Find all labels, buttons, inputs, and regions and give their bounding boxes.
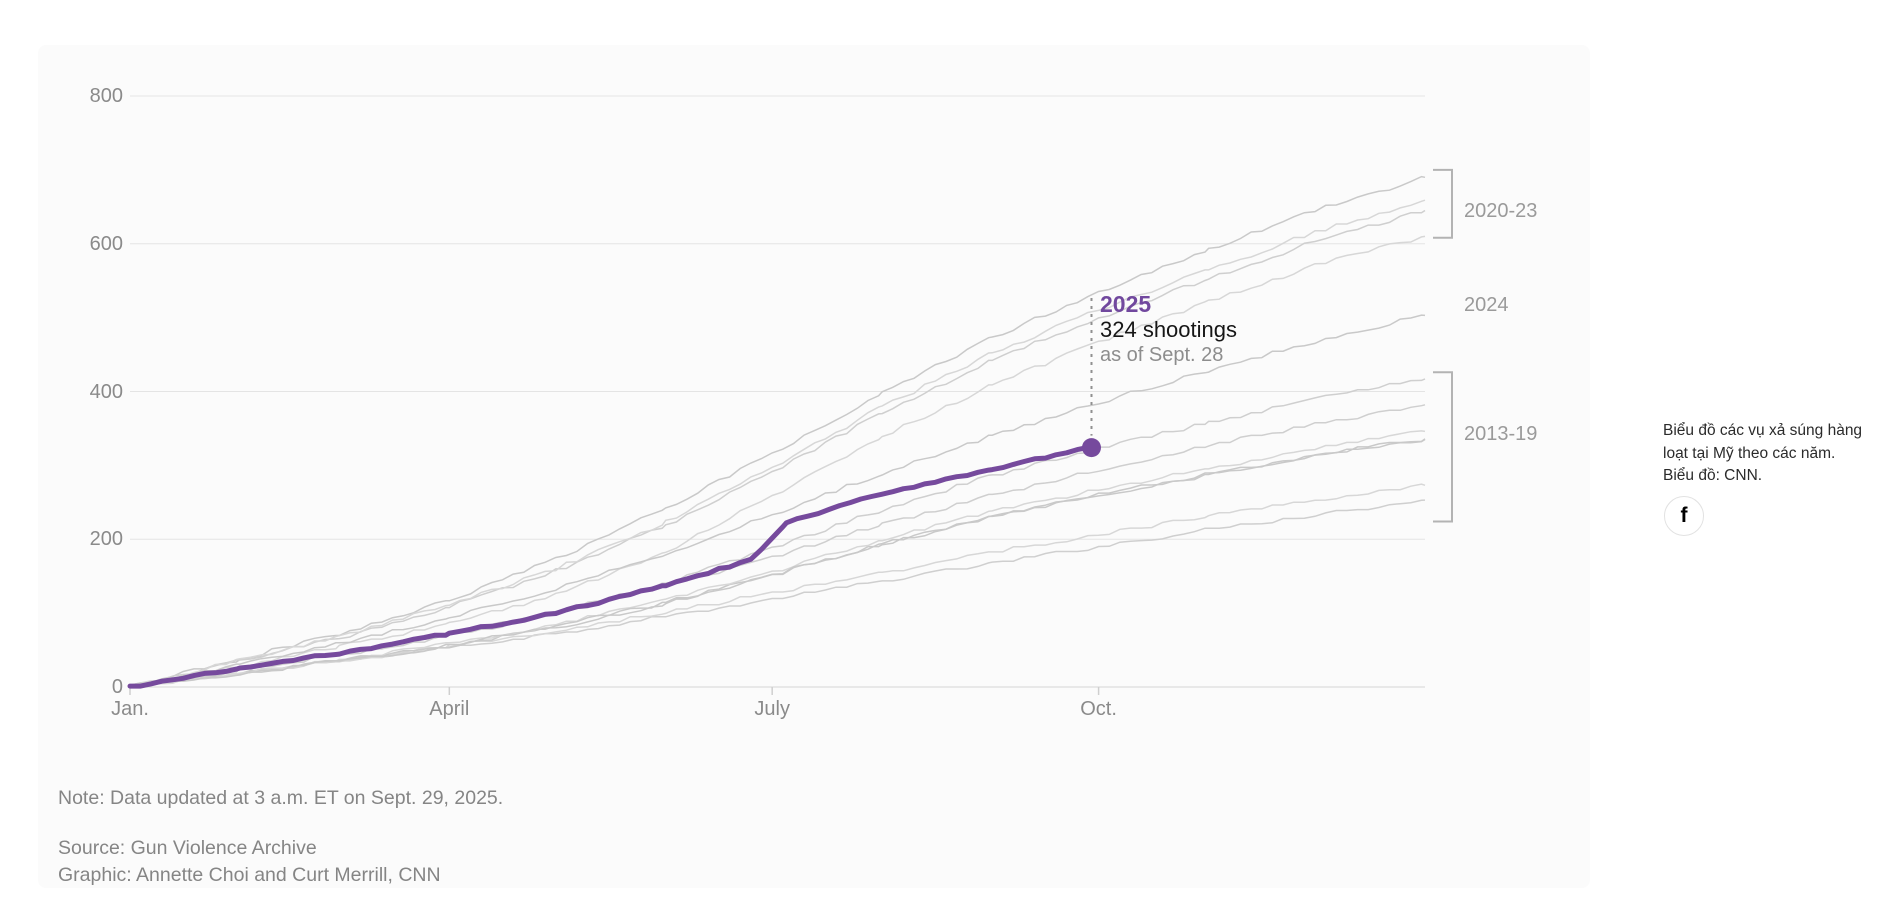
- group-label-2013-19: 2013-19: [1464, 423, 1538, 446]
- bracket-2020-23: [1433, 168, 1453, 239]
- series-line-2013: [129, 499, 1426, 688]
- series-line-2025: [127, 445, 1094, 689]
- figure-caption: Biểu đồ các vụ xả súng hàng loạt tại Mỹ …: [1663, 422, 1863, 484]
- group-label-2020-23: 2020-23: [1464, 199, 1538, 222]
- y-axis-label-800: 800: [89, 85, 123, 107]
- credit-text: Graphic: Annette Choi and Curt Merrill, …: [58, 864, 441, 886]
- y-axis-label-400: 400: [89, 380, 123, 403]
- x-axis-label-April: April: [429, 698, 470, 720]
- x-axis-label-Oct.: Oct.: [1080, 698, 1117, 720]
- series-line-2024: [129, 314, 1426, 686]
- facebook-icon: f: [1680, 503, 1688, 527]
- x-axis-label-Jan.: Jan.: [111, 698, 149, 720]
- highlight-annotation: 2025 324 shootings as of Sept. 28: [1100, 291, 1237, 367]
- annotation-year: 2025: [1100, 291, 1152, 317]
- series-line-2023: [129, 199, 1426, 686]
- source-text: Source: Gun Violence Archive: [58, 837, 317, 859]
- group-label-2024: 2024: [1464, 294, 1509, 317]
- series-line-2020: [129, 235, 1426, 687]
- y-axis-label-600: 600: [89, 232, 123, 255]
- series-line-2016: [129, 404, 1426, 687]
- facebook-share-button[interactable]: f: [1664, 496, 1704, 536]
- note-text: Note: Data updated at 3 a.m. ET on Sept.…: [58, 787, 504, 809]
- annotation-asof: as of Sept. 28: [1100, 344, 1224, 366]
- annotation-value: 324 shootings: [1100, 317, 1237, 342]
- x-axis-label-July: July: [754, 698, 790, 720]
- y-axis-label-0: 0: [111, 676, 123, 698]
- series-line-2017: [129, 430, 1426, 687]
- bracket-2013-19: [1433, 371, 1453, 523]
- series-line-2018: [129, 438, 1426, 687]
- endpoint-dot-2025: [1081, 438, 1101, 458]
- series-line-2022: [129, 209, 1426, 687]
- series-line-2021: [129, 175, 1426, 687]
- chart-card-background: [38, 45, 1590, 888]
- y-axis-label-200: 200: [89, 528, 123, 551]
